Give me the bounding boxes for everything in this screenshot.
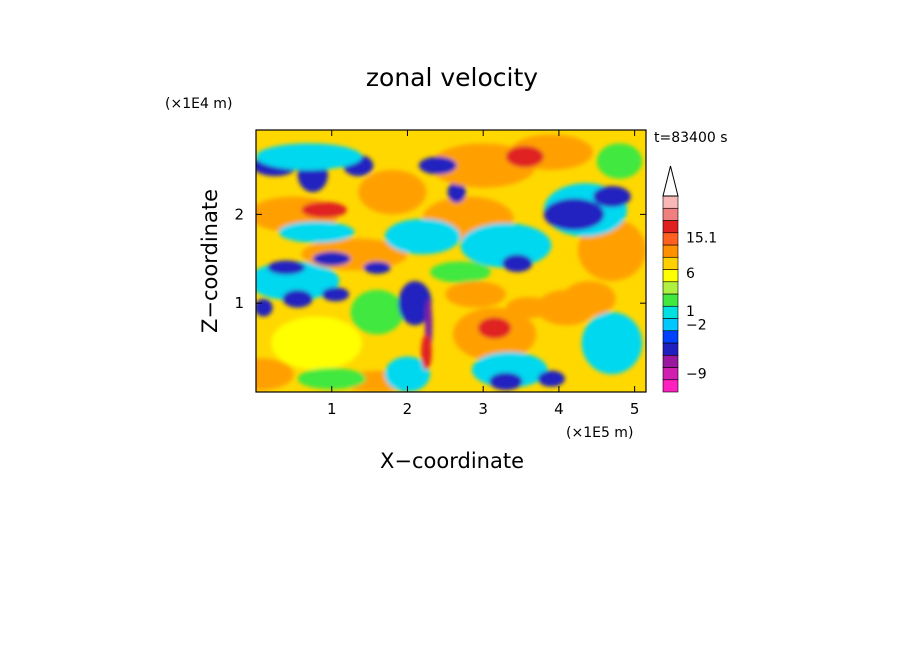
contour-region-green bbox=[430, 261, 491, 283]
contour-region-red bbox=[421, 334, 432, 370]
colorbar-swatch bbox=[662, 269, 679, 283]
contour-region-orange bbox=[256, 358, 294, 391]
contour-region-orange bbox=[562, 280, 616, 317]
x-tick-label: 5 bbox=[630, 400, 640, 418]
contour-region-blue bbox=[256, 298, 273, 317]
contour-region-green bbox=[297, 368, 366, 390]
colorbar-swatch bbox=[662, 281, 679, 295]
colorbar-swatch bbox=[662, 318, 679, 332]
colorbar-swatch bbox=[662, 207, 679, 221]
y-axis-ticks: 12 bbox=[234, 205, 646, 312]
contour-region-cyan bbox=[581, 312, 643, 375]
contour-regions bbox=[256, 134, 646, 392]
contour-region-blue bbox=[398, 280, 432, 326]
y-unit-label: (×1E4 m) bbox=[165, 96, 232, 112]
colorbar-arrow bbox=[662, 165, 679, 197]
x-tick-label: 3 bbox=[478, 400, 488, 418]
contour-region-blue bbox=[592, 185, 631, 208]
colorbar-label: 15.1 bbox=[686, 231, 717, 247]
colorbar: −9 −21 6 15.1 bbox=[662, 165, 717, 393]
colorbar-swatch bbox=[662, 195, 679, 209]
contour-region-green bbox=[596, 143, 643, 179]
colorbar-label: −2 bbox=[686, 318, 707, 334]
contour-region-blue bbox=[489, 372, 523, 391]
colorbar-swatch bbox=[662, 293, 679, 307]
colorbar-swatch bbox=[662, 232, 679, 246]
x-tick-label: 2 bbox=[403, 400, 413, 418]
contour-region-blue bbox=[321, 287, 350, 302]
colorbar-label: 1 bbox=[686, 304, 695, 320]
colorbar-swatch bbox=[662, 367, 679, 381]
colorbar-swatch bbox=[662, 330, 679, 344]
contour-region-blue bbox=[418, 156, 457, 175]
colorbar-swatch bbox=[662, 244, 679, 258]
colorbar-swatch bbox=[662, 256, 679, 270]
colorbar-label: 6 bbox=[686, 266, 695, 282]
contour-region-red bbox=[301, 201, 347, 218]
colorbar-label: −9 bbox=[686, 367, 707, 383]
x-tick-label: 4 bbox=[554, 400, 564, 418]
contour-region-cyan bbox=[384, 356, 431, 392]
x-axis-ticks: 1 2 3 4 5 bbox=[327, 130, 639, 418]
y-tick-label: 2 bbox=[234, 205, 244, 223]
contour-region-orange bbox=[445, 280, 506, 308]
colorbar-swatch bbox=[662, 354, 679, 368]
time-label: t=83400 s bbox=[654, 130, 728, 146]
contour-region-red bbox=[505, 145, 544, 168]
contour-region-blue bbox=[363, 261, 391, 274]
contour-region-blue bbox=[543, 198, 605, 231]
plot-frame bbox=[255, 129, 647, 393]
chart-title: zonal velocity bbox=[366, 63, 538, 92]
x-unit-label: (×1E5 m) bbox=[566, 425, 633, 441]
contour-region-cyan bbox=[384, 218, 461, 255]
contour-region-blue bbox=[282, 289, 313, 308]
contour-region-cyan bbox=[460, 223, 552, 268]
y-tick-label: 1 bbox=[234, 294, 244, 312]
x-tick-label: 1 bbox=[327, 400, 337, 418]
contour-region-green bbox=[350, 289, 404, 335]
x-axis-label: X−coordinate bbox=[380, 449, 524, 473]
colorbar-swatch bbox=[662, 220, 679, 234]
contour-region-orange bbox=[358, 169, 427, 215]
contour-region-yellow bbox=[271, 316, 363, 370]
colorbar-swatch bbox=[662, 305, 679, 319]
contour-region-blue bbox=[312, 251, 351, 266]
contour-region-blue bbox=[447, 181, 466, 203]
contour-region-red bbox=[477, 317, 512, 339]
colorbar-swatch bbox=[662, 342, 679, 356]
contour-region-blue bbox=[267, 260, 306, 275]
plot-area bbox=[256, 130, 646, 392]
contour-region-blue bbox=[537, 370, 565, 387]
contour-region-blue bbox=[502, 254, 533, 273]
contour-region-orange bbox=[505, 296, 552, 319]
y-axis-label: Z−coordinate bbox=[198, 189, 222, 333]
contour-region-cyan bbox=[278, 221, 355, 243]
colorbar-swatch bbox=[662, 379, 679, 393]
contour-region-cyan bbox=[256, 143, 363, 170]
